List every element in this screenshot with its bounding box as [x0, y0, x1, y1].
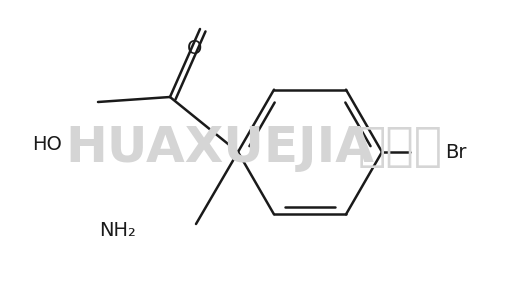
Text: NH₂: NH₂ [99, 221, 136, 240]
Text: HO: HO [32, 135, 62, 154]
Text: Br: Br [445, 143, 466, 162]
Text: HUAXUEJIA: HUAXUEJIA [66, 124, 374, 172]
Text: 化学加: 化学加 [357, 126, 443, 170]
Text: O: O [187, 39, 203, 58]
